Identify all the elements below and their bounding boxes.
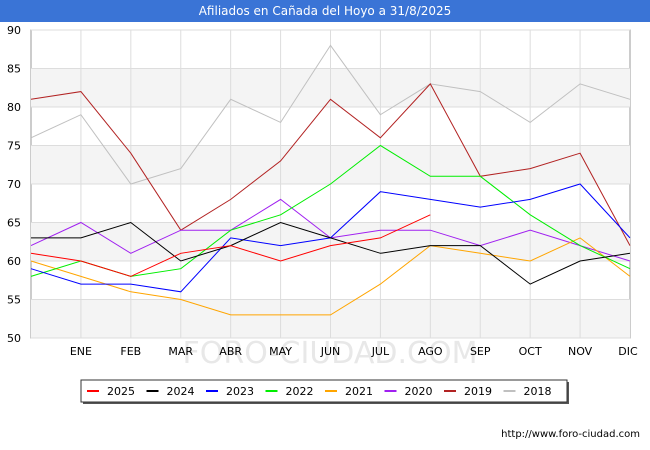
series-line-2025 (30, 214, 431, 277)
x-tick-label: MAR (168, 345, 193, 358)
chart-title: Afiliados en Cañada del Hoyo a 31/8/2025 (198, 4, 452, 18)
y-tick-label: 85 (7, 63, 21, 76)
y-tick-label: 80 (7, 101, 21, 114)
y-tick-label: 50 (7, 332, 21, 345)
y-tick-label: 60 (7, 255, 21, 268)
x-tick-label: DIC (618, 345, 638, 358)
x-tick-label: AGO (418, 345, 443, 358)
x-tick-label: SEP (470, 345, 491, 358)
series-line-2021 (30, 237, 631, 316)
y-tick-label: 90 (7, 24, 21, 37)
legend-label-2023: 2023 (226, 385, 254, 398)
legend-label-2020: 2020 (405, 385, 433, 398)
y-tick-label: 55 (7, 294, 21, 307)
legend-label-2021: 2021 (345, 385, 373, 398)
title-bar (0, 0, 650, 22)
series-line-2024 (31, 221, 631, 285)
legend-label-2018: 2018 (524, 385, 552, 398)
x-tick-label: MAY (269, 345, 292, 358)
y-tick-label: 75 (7, 140, 21, 153)
series-line-2019 (30, 83, 631, 246)
x-tick-label: NOV (568, 345, 593, 358)
legend-label-2024: 2024 (167, 385, 195, 398)
y-tick-label: 70 (7, 178, 21, 191)
watermark: FORO-CIUDAD.COM (183, 336, 478, 371)
x-tick-label: JUN (320, 345, 341, 358)
y-tick-label: 65 (7, 217, 21, 230)
x-tick-label: JUL (371, 345, 390, 358)
x-tick-label: OCT (519, 345, 542, 358)
legend-label-2019: 2019 (464, 385, 492, 398)
x-tick-label: ABR (219, 345, 242, 358)
legend-label-2022: 2022 (286, 385, 314, 398)
legend-label-2025: 2025 (107, 385, 135, 398)
x-tick-label: ENE (70, 345, 92, 358)
series-line-2018 (30, 44, 631, 185)
footer-url[interactable]: http://www.foro-ciudad.com (501, 429, 640, 440)
legend-box (80, 379, 568, 403)
x-tick-label: FEB (120, 345, 141, 358)
